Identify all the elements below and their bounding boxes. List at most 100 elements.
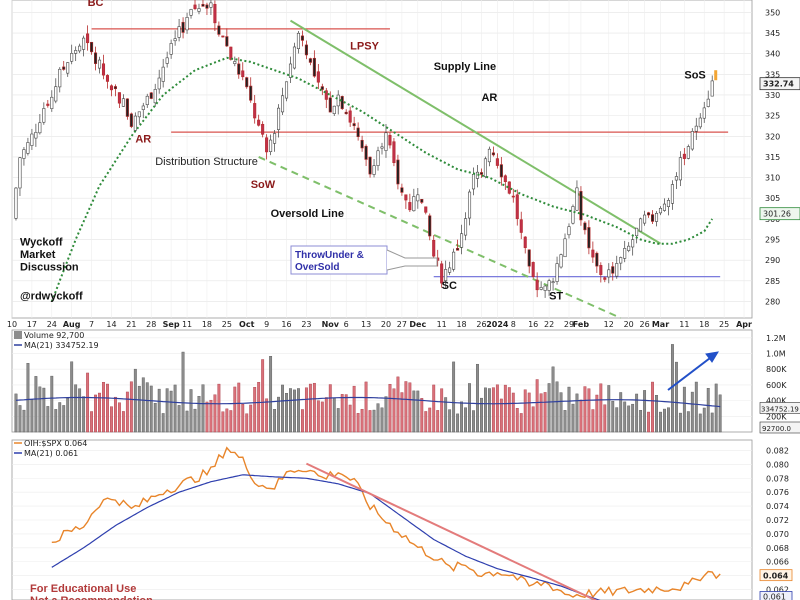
candle-body — [360, 139, 364, 149]
volume-bar — [523, 389, 527, 433]
x-tick-label: 18 — [456, 320, 466, 329]
x-tick-label: 20 — [624, 320, 634, 329]
volume-bar — [237, 382, 241, 433]
candle-body — [396, 159, 400, 185]
candle-body — [157, 77, 161, 90]
candle-body — [261, 123, 265, 135]
volume-bar — [62, 405, 66, 433]
volume-bar — [404, 381, 408, 433]
candle-body — [627, 245, 631, 251]
volume-bar — [476, 363, 479, 433]
annotation-label: LPSY — [350, 41, 379, 53]
volume-bar — [400, 392, 404, 433]
volume-bar — [674, 361, 678, 433]
annotation-label: SC — [442, 280, 457, 292]
price-y-tick-label: 345 — [765, 29, 780, 38]
annotation-label: SoW — [251, 179, 276, 191]
volume-bar — [655, 395, 658, 433]
candle-body — [479, 172, 483, 175]
volume-bar — [197, 396, 201, 433]
volume-bar — [635, 393, 639, 433]
volume-bar — [432, 384, 436, 433]
candle-body — [217, 25, 221, 35]
volume-bar — [177, 405, 181, 433]
candle-body — [296, 32, 300, 49]
volume-last-value: 92700.0 — [762, 425, 791, 433]
candle-body — [631, 239, 635, 248]
volume-bar — [78, 388, 82, 433]
annotation-label: AR — [481, 92, 497, 104]
candle-body — [34, 132, 38, 139]
ratio-y-tick-label: 0.080 — [766, 460, 789, 469]
volume-bar — [487, 388, 491, 433]
x-tick-label: 9 — [264, 320, 269, 329]
candle-body — [531, 262, 535, 277]
volume-bar — [583, 386, 587, 433]
volume-bar — [519, 413, 523, 433]
volume-bar — [559, 392, 563, 433]
candle-body — [519, 219, 523, 233]
volume-y-tick-label: 400K — [766, 397, 787, 406]
ratio-y-tick-label: 0.066 — [766, 558, 789, 567]
candle-body — [607, 269, 611, 278]
volume-bar — [129, 381, 133, 433]
volume-bar — [277, 396, 280, 433]
volume-bar — [702, 407, 706, 433]
candle-body — [340, 96, 344, 109]
candle-body — [113, 86, 117, 90]
candle-body — [471, 173, 476, 190]
candle-body — [320, 86, 324, 90]
candle-body — [46, 103, 50, 106]
candle-body — [678, 157, 682, 181]
x-tick-label: 21 — [126, 320, 136, 329]
candle-body — [464, 218, 468, 236]
volume-bar — [94, 394, 97, 433]
volume-bar — [543, 392, 547, 433]
ma-value-label: 301.26 — [763, 210, 791, 219]
candle-body — [639, 218, 643, 232]
candle-body — [237, 63, 241, 75]
volume-bar — [396, 376, 400, 433]
volume-y-tick-label: 1.0M — [766, 350, 786, 359]
candle-body — [408, 202, 412, 211]
volume-bar — [527, 392, 531, 433]
candle-body — [304, 44, 308, 56]
candle-body — [515, 194, 519, 220]
candle-body — [595, 252, 599, 267]
volume-bar — [631, 403, 635, 433]
volume-bar — [420, 398, 424, 433]
candle-body — [440, 263, 444, 284]
candle-body — [265, 137, 269, 153]
annotation-label: BC — [88, 0, 104, 9]
candle-body — [352, 123, 356, 127]
volume-bar — [193, 408, 197, 433]
volume-bar — [571, 403, 575, 433]
x-tick-label: 12 — [604, 320, 614, 329]
candle-body — [141, 105, 145, 110]
throwunder-callout: ThrowUnder &OverSold — [290, 245, 438, 275]
x-tick-label: Feb — [573, 320, 590, 329]
candle-body — [491, 152, 495, 156]
supply-line — [289, 19, 662, 245]
volume-bar — [121, 411, 125, 433]
last-price-label: 332.74 — [763, 80, 794, 89]
candle-body — [328, 97, 332, 113]
candle-body — [344, 111, 348, 115]
volume-arrow-head — [705, 351, 719, 363]
candle-body — [312, 57, 316, 77]
annotation-label: AR — [135, 133, 151, 145]
x-tick-label: 24 — [47, 320, 57, 329]
candle-body — [153, 89, 157, 104]
volume-bar — [607, 385, 611, 433]
candle-body — [424, 206, 428, 213]
volume-bar — [659, 411, 662, 433]
candle-body — [62, 66, 66, 70]
volume-bar — [667, 407, 670, 433]
ratio-last-box — [759, 569, 793, 582]
volume-bar — [98, 392, 101, 433]
candle-body — [643, 214, 647, 224]
annotation-label: Distribution Structure — [155, 156, 258, 168]
ratio-ma-last-box — [759, 591, 793, 600]
price-y-tick-label: 295 — [765, 236, 780, 245]
volume-bar — [133, 368, 137, 433]
